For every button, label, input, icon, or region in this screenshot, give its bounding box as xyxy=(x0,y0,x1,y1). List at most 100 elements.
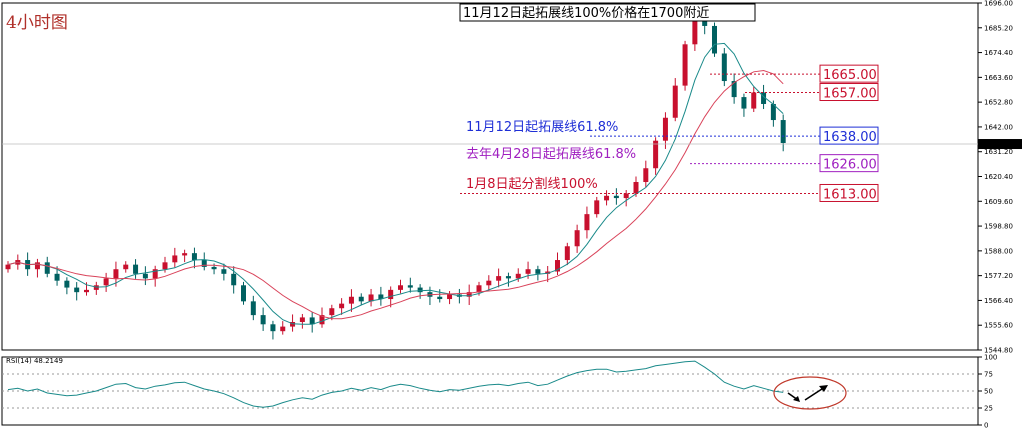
candle-body xyxy=(643,168,649,183)
candle-body xyxy=(378,294,384,300)
candle-body xyxy=(231,273,237,286)
candle-body xyxy=(535,269,541,274)
annotation-price-label: 1657.00 xyxy=(823,87,877,102)
candle-body xyxy=(201,260,207,267)
candle-body xyxy=(770,103,776,121)
candle-body xyxy=(672,85,678,118)
candle-body xyxy=(398,285,403,290)
y-tick-label: 1577.20 xyxy=(984,272,1013,280)
candle-body xyxy=(407,285,413,288)
candle-body xyxy=(545,271,551,274)
annotation-price-box xyxy=(819,64,879,83)
rsi-arrow-up-head xyxy=(819,385,828,392)
annotation-price-box xyxy=(819,83,879,102)
candle-body xyxy=(74,287,80,293)
rsi-tick-label: 0 xyxy=(984,422,988,430)
candle-body xyxy=(5,264,11,270)
y-tick-label: 1642.00 xyxy=(984,123,1013,131)
candle-body xyxy=(329,308,335,316)
candle-body xyxy=(348,296,354,304)
candle-body xyxy=(741,97,747,109)
annotation-top-text: 11月12日起拓展线100%价格在1700附近 xyxy=(463,5,709,21)
candle-body xyxy=(721,53,727,82)
candle-body xyxy=(260,315,266,325)
candle-body xyxy=(162,262,168,270)
candle-body xyxy=(584,214,590,231)
y-tick-label: 1620.40 xyxy=(984,173,1013,181)
candle-body xyxy=(182,253,188,256)
candle-body xyxy=(54,273,60,281)
candle-body xyxy=(64,280,70,288)
candle-body xyxy=(339,303,345,309)
candle-body xyxy=(368,294,374,302)
candle-body xyxy=(761,92,767,104)
candle-body xyxy=(712,25,717,54)
ma-slow-line xyxy=(7,69,784,320)
timeframe-label: 4小时图 xyxy=(6,13,68,33)
rsi-title: RSI(14) 48.2149 xyxy=(6,357,63,365)
annotation-price-box xyxy=(819,126,879,145)
ma-fast-line xyxy=(7,42,784,325)
candle-body xyxy=(505,276,511,279)
annotation-price-label: 1626.00 xyxy=(823,158,877,173)
rsi-line xyxy=(7,360,784,408)
candle-body xyxy=(417,287,423,293)
y-tick-label: 1566.40 xyxy=(984,297,1013,305)
candle-body xyxy=(555,260,560,272)
candle-body xyxy=(84,289,89,293)
candle-body xyxy=(172,255,178,263)
candle-body xyxy=(496,276,502,281)
rsi-tick-label: 50 xyxy=(984,388,993,396)
candle-body xyxy=(309,317,315,325)
candle-body xyxy=(299,317,305,323)
candle-body xyxy=(221,269,227,274)
candle-body xyxy=(103,278,109,286)
candle-body xyxy=(152,269,158,279)
candle-body xyxy=(133,264,139,274)
candle-body xyxy=(662,117,668,141)
annotation-text: 1月8日起分割线100% xyxy=(466,176,598,192)
current-price-label: 1634.55 xyxy=(981,141,1010,149)
candle-body xyxy=(142,273,148,279)
candle-body xyxy=(731,81,737,98)
annotation-price-label: 1613.00 xyxy=(823,187,877,202)
rsi-tick-label: 100 xyxy=(984,354,997,362)
candle-body xyxy=(751,92,757,109)
candle-body xyxy=(280,326,286,332)
candle-body xyxy=(241,285,246,302)
candle-body xyxy=(604,195,610,201)
current-price-marker xyxy=(978,139,1022,150)
candle-body xyxy=(113,269,119,279)
candle-body xyxy=(319,315,325,325)
candle-body xyxy=(34,262,40,270)
annotation-price-box xyxy=(819,154,879,173)
rsi-tick-label: 75 xyxy=(984,371,993,379)
candle-body xyxy=(574,230,580,247)
candle-body xyxy=(123,264,129,270)
candle-body xyxy=(191,253,197,261)
candle-body xyxy=(633,182,639,194)
candle-body xyxy=(525,269,531,274)
candle-body xyxy=(692,12,698,45)
y-tick-label: 1685.20 xyxy=(984,24,1013,32)
candle-body xyxy=(594,200,600,215)
candle-body xyxy=(437,296,443,300)
candle-body xyxy=(613,195,619,199)
candle-body xyxy=(653,140,659,169)
y-tick-label: 1609.60 xyxy=(984,198,1013,206)
y-tick-label: 1674.40 xyxy=(984,49,1013,57)
candle-body xyxy=(486,280,492,286)
y-tick-label: 1663.60 xyxy=(984,74,1013,82)
annotation-price-label: 1638.00 xyxy=(823,130,877,145)
candle-body xyxy=(623,193,629,199)
y-tick-label: 1544.80 xyxy=(984,347,1013,355)
candle-body xyxy=(250,301,256,316)
candle-body xyxy=(476,285,482,293)
annotation-top-box xyxy=(459,3,756,22)
annotation-text: 11月12日起拓展线61.8% xyxy=(466,120,618,135)
annotation-price-box xyxy=(819,183,879,202)
y-tick-label: 1598.80 xyxy=(984,223,1013,231)
candle-body xyxy=(447,294,453,300)
candle-body xyxy=(682,44,688,86)
y-tick-label: 1588.00 xyxy=(984,247,1013,255)
